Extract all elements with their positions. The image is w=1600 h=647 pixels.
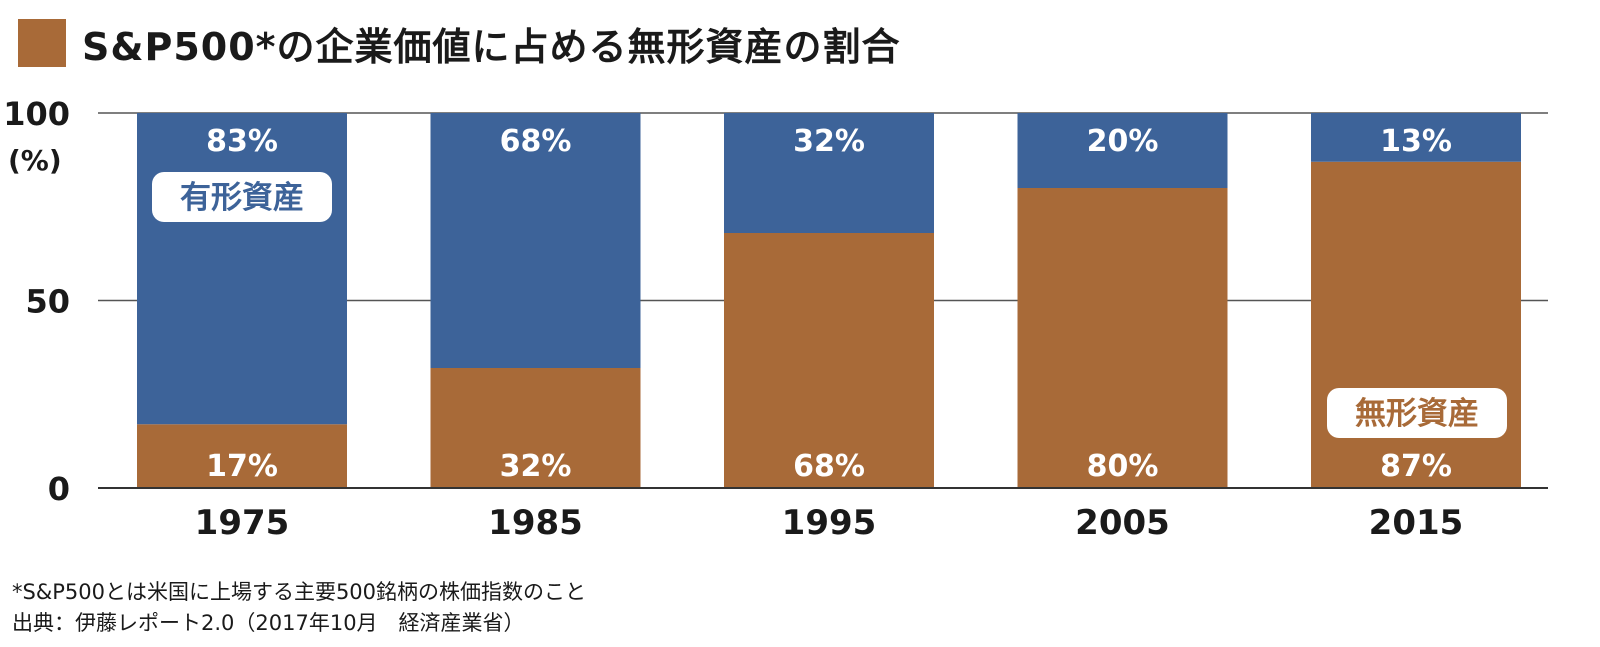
y-tick-label-100: 100 — [3, 95, 70, 133]
x-tick-label-1975: 1975 — [195, 503, 290, 543]
x-tick-label-2015: 2015 — [1369, 503, 1464, 543]
bar-intangible-1975 — [137, 424, 347, 488]
data-label-tangible-2015: 13% — [1380, 124, 1452, 159]
data-label-intangible-2005: 80% — [1087, 449, 1159, 484]
bar-intangible-2015 — [1311, 161, 1521, 488]
legend-label-tangible: 有形資産 — [180, 180, 304, 216]
data-label-intangible-1995: 68% — [793, 449, 865, 484]
bar-intangible-1995 — [724, 233, 934, 488]
data-label-intangible-2015: 87% — [1380, 449, 1452, 484]
legend-label-tangible-box — [152, 172, 332, 222]
bar-tangible-1995 — [724, 113, 934, 233]
x-tick-label-2005: 2005 — [1075, 503, 1170, 543]
footnote-definition: *S&P500とは米国に上場する主要500銘柄の株価指数のこと — [12, 580, 587, 604]
data-label-tangible-1975: 83% — [206, 124, 278, 159]
title-color-swatch — [18, 19, 66, 67]
data-label-intangible-1975: 17% — [206, 449, 278, 484]
x-tick-label-1995: 1995 — [782, 503, 877, 543]
data-label-intangible-1985: 32% — [500, 449, 572, 484]
legend-label-intangible-box — [1327, 388, 1507, 438]
legend-label-intangible: 無形資産 — [1355, 396, 1479, 432]
bar-tangible-2015 — [1311, 113, 1521, 162]
bar-tangible-1985 — [430, 113, 641, 368]
bar-tangible-1975 — [137, 113, 347, 425]
bar-tangible-2005 — [1017, 113, 1228, 188]
chart-title-text: S&P500*の企業価値に占める無形資産の割合 — [82, 24, 901, 69]
y-tick-label-50: 50 — [25, 283, 70, 321]
footnote-source: 出典：伊藤レポート2.0（2017年10月 経済産業省） — [12, 611, 525, 635]
data-label-tangible-1995: 32% — [793, 124, 865, 159]
bar-intangible-2005 — [1017, 188, 1228, 488]
data-label-tangible-1985: 68% — [500, 124, 572, 159]
y-axis-unit-label: (%) — [8, 144, 62, 177]
y-tick-label-0: 0 — [48, 470, 70, 508]
chart-title: S&P500*の企業価値に占める無形資産の割合 — [18, 14, 901, 72]
x-tick-label-1985: 1985 — [488, 503, 583, 543]
bar-intangible-1985 — [430, 368, 641, 488]
data-label-tangible-2005: 20% — [1087, 124, 1159, 159]
